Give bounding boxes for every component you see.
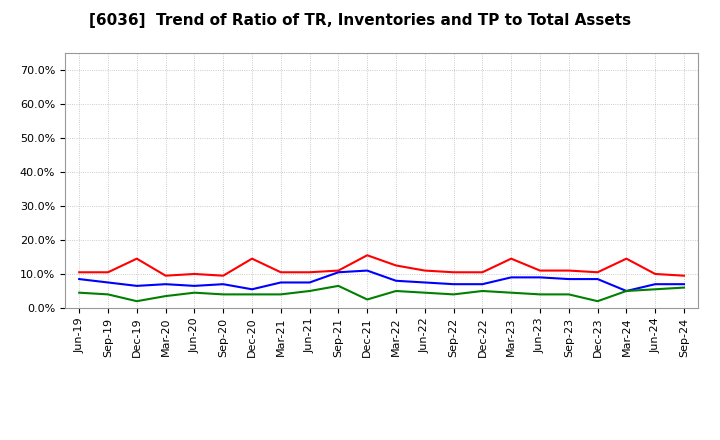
Trade Payables bbox=[104, 292, 112, 297]
Trade Receivables bbox=[392, 263, 400, 268]
Trade Receivables bbox=[651, 271, 660, 277]
Trade Payables bbox=[132, 299, 141, 304]
Trade Receivables bbox=[564, 268, 573, 273]
Trade Receivables bbox=[248, 256, 256, 261]
Trade Receivables bbox=[622, 256, 631, 261]
Trade Receivables bbox=[132, 256, 141, 261]
Inventories bbox=[334, 270, 343, 275]
Trade Payables bbox=[305, 288, 314, 293]
Trade Payables bbox=[190, 290, 199, 295]
Inventories bbox=[190, 283, 199, 289]
Trade Payables bbox=[507, 290, 516, 295]
Trade Receivables bbox=[363, 253, 372, 258]
Inventories bbox=[392, 278, 400, 283]
Trade Receivables bbox=[334, 268, 343, 273]
Trade Payables bbox=[651, 286, 660, 292]
Trade Payables bbox=[334, 283, 343, 289]
Line: Inventories: Inventories bbox=[79, 271, 684, 291]
Inventories bbox=[564, 276, 573, 282]
Trade Payables bbox=[680, 285, 688, 290]
Inventories bbox=[305, 280, 314, 285]
Inventories bbox=[132, 283, 141, 289]
Inventories bbox=[651, 282, 660, 287]
Trade Receivables bbox=[161, 273, 170, 279]
Trade Receivables bbox=[680, 273, 688, 279]
Inventories bbox=[161, 282, 170, 287]
Text: [6036]  Trend of Ratio of TR, Inventories and TP to Total Assets: [6036] Trend of Ratio of TR, Inventories… bbox=[89, 13, 631, 28]
Trade Receivables bbox=[536, 268, 544, 273]
Inventories bbox=[593, 276, 602, 282]
Inventories bbox=[248, 286, 256, 292]
Inventories bbox=[478, 282, 487, 287]
Trade Payables bbox=[564, 292, 573, 297]
Inventories bbox=[420, 280, 429, 285]
Trade Payables bbox=[449, 292, 458, 297]
Trade Receivables bbox=[305, 270, 314, 275]
Trade Payables bbox=[161, 293, 170, 299]
Trade Payables bbox=[536, 292, 544, 297]
Inventories bbox=[75, 276, 84, 282]
Inventories bbox=[536, 275, 544, 280]
Trade Receivables bbox=[593, 270, 602, 275]
Trade Receivables bbox=[219, 273, 228, 279]
Inventories bbox=[622, 288, 631, 293]
Inventories bbox=[104, 280, 112, 285]
Inventories bbox=[449, 282, 458, 287]
Trade Receivables bbox=[190, 271, 199, 277]
Inventories bbox=[219, 282, 228, 287]
Inventories bbox=[507, 275, 516, 280]
Trade Receivables bbox=[276, 270, 285, 275]
Inventories bbox=[363, 268, 372, 273]
Trade Payables bbox=[248, 292, 256, 297]
Line: Trade Receivables: Trade Receivables bbox=[79, 255, 684, 276]
Trade Payables bbox=[420, 290, 429, 295]
Trade Receivables bbox=[478, 270, 487, 275]
Trade Receivables bbox=[507, 256, 516, 261]
Trade Payables bbox=[593, 299, 602, 304]
Inventories bbox=[680, 282, 688, 287]
Trade Payables bbox=[363, 297, 372, 302]
Inventories bbox=[276, 280, 285, 285]
Trade Receivables bbox=[449, 270, 458, 275]
Trade Payables bbox=[622, 288, 631, 293]
Trade Receivables bbox=[104, 270, 112, 275]
Trade Payables bbox=[478, 288, 487, 293]
Trade Payables bbox=[219, 292, 228, 297]
Line: Trade Payables: Trade Payables bbox=[79, 286, 684, 301]
Trade Receivables bbox=[420, 268, 429, 273]
Trade Payables bbox=[276, 292, 285, 297]
Trade Payables bbox=[392, 288, 400, 293]
Trade Receivables bbox=[75, 270, 84, 275]
Trade Payables bbox=[75, 290, 84, 295]
